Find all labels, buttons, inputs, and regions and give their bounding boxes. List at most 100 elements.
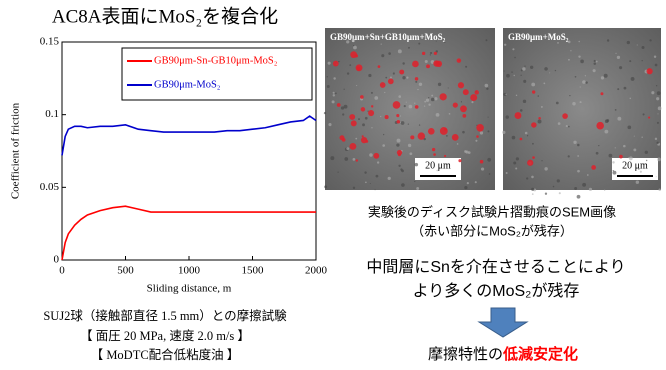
sem-speck [444,128,447,131]
sem-texture [649,39,651,41]
sem-texture [523,100,526,103]
sem-texture [515,167,517,169]
sem-texture [617,117,621,121]
sem-texture [642,60,643,61]
sem-texture [353,45,354,46]
sem-texture [570,50,571,51]
sem-texture [543,83,545,85]
sem-texture [327,76,328,77]
sem-texture [580,101,582,103]
sem-speck [457,58,462,63]
sem-texture [419,83,422,86]
sem-texture [349,64,351,66]
sem-texture [516,95,517,96]
sem-texture [365,117,368,120]
test-conditions: SUJ2球（接触部直径 1.5 mm）との摩擦試験 【 面圧 20 MPa, 速… [43,308,287,362]
sem-speck [647,68,653,74]
sem-texture [384,92,385,93]
sem-texture [328,62,331,65]
sem-texture [358,118,360,120]
sem-texture [512,48,514,50]
sem-speck [371,105,373,107]
sem-texture [568,155,570,157]
sem-texture [397,139,401,143]
sem-texture [642,46,645,49]
sem-texture [402,62,404,64]
sem-texture [462,131,465,134]
sem-texture [526,177,528,179]
sem-speck [452,134,459,141]
sem-texture [580,86,581,87]
sem-texture [657,113,658,114]
sem-texture [601,76,604,79]
sem-texture [489,173,491,175]
sem-speck [532,90,535,93]
sem-texture [568,59,570,61]
y-axis-label: Coefficient of friction [10,102,22,199]
sem-speck [440,127,448,135]
sem-texture [613,170,614,171]
sem-speck [463,89,469,95]
sem-texture [471,101,473,103]
image-label: GB90μm+MoS₂ [508,32,569,42]
sem-texture [381,44,382,45]
series-line [62,116,316,155]
sem-texture [577,170,580,173]
sem-texture [328,123,331,126]
sem-speck [396,114,399,117]
sem-speck [433,153,436,156]
caption-line: 実験後のディスク試験片摺動痕のSEM画像 [368,204,616,219]
sem-texture [327,85,330,88]
caption: 実験後のディスク試験片摺動痕のSEM画像 （赤い部分にMoS₂が残存） 中間層に… [366,204,625,363]
sem-texture [557,179,560,182]
sem-texture [638,168,639,169]
sem-texture [364,171,366,173]
sem-texture [396,143,399,146]
sem-texture [408,123,409,124]
sem-speck [360,95,364,99]
sem-speck [596,122,604,130]
sem-texture [558,122,561,125]
sem-texture [604,130,608,134]
sem-texture [657,91,661,95]
x-tick-label: 1500 [242,265,265,277]
result-prefix: 摩擦特性の [428,345,503,363]
sem-texture [362,123,365,126]
sem-speck [412,61,419,68]
sem-texture [481,167,484,170]
sem-texture [341,106,344,109]
sem-speck [349,143,356,150]
sem-speck [453,102,458,107]
sem-texture [582,80,586,84]
sem-texture [393,72,395,74]
sem-texture [377,161,379,163]
sem-texture [408,47,410,49]
page: {"chart_data": {"type": "line", "title":… [0,0,666,370]
sem-texture [448,87,449,88]
sem-texture [512,136,516,140]
sem-texture [573,141,576,144]
sem-speck [339,135,344,140]
sem-texture [541,160,542,161]
sem-texture [615,109,617,111]
sem-speck [399,70,404,75]
sem-texture [520,109,523,112]
sem-texture [330,156,334,160]
sem-texture [388,52,391,55]
y-tick-label: 0.15 [40,36,60,48]
sem-speck [475,90,479,94]
sem-texture [406,76,408,78]
sem-texture [506,172,508,174]
scale-label: 20 μm [622,160,648,171]
sem-speck [357,67,361,71]
sem-texture [356,85,357,86]
sem-texture [355,138,357,140]
sem-texture [572,102,575,105]
sem-texture [657,122,659,124]
sem-texture [475,181,477,183]
sem-texture [624,87,627,90]
down-arrow [479,308,527,337]
sem-speck [538,117,541,120]
sem-texture [645,151,648,154]
sem-texture [401,183,405,187]
